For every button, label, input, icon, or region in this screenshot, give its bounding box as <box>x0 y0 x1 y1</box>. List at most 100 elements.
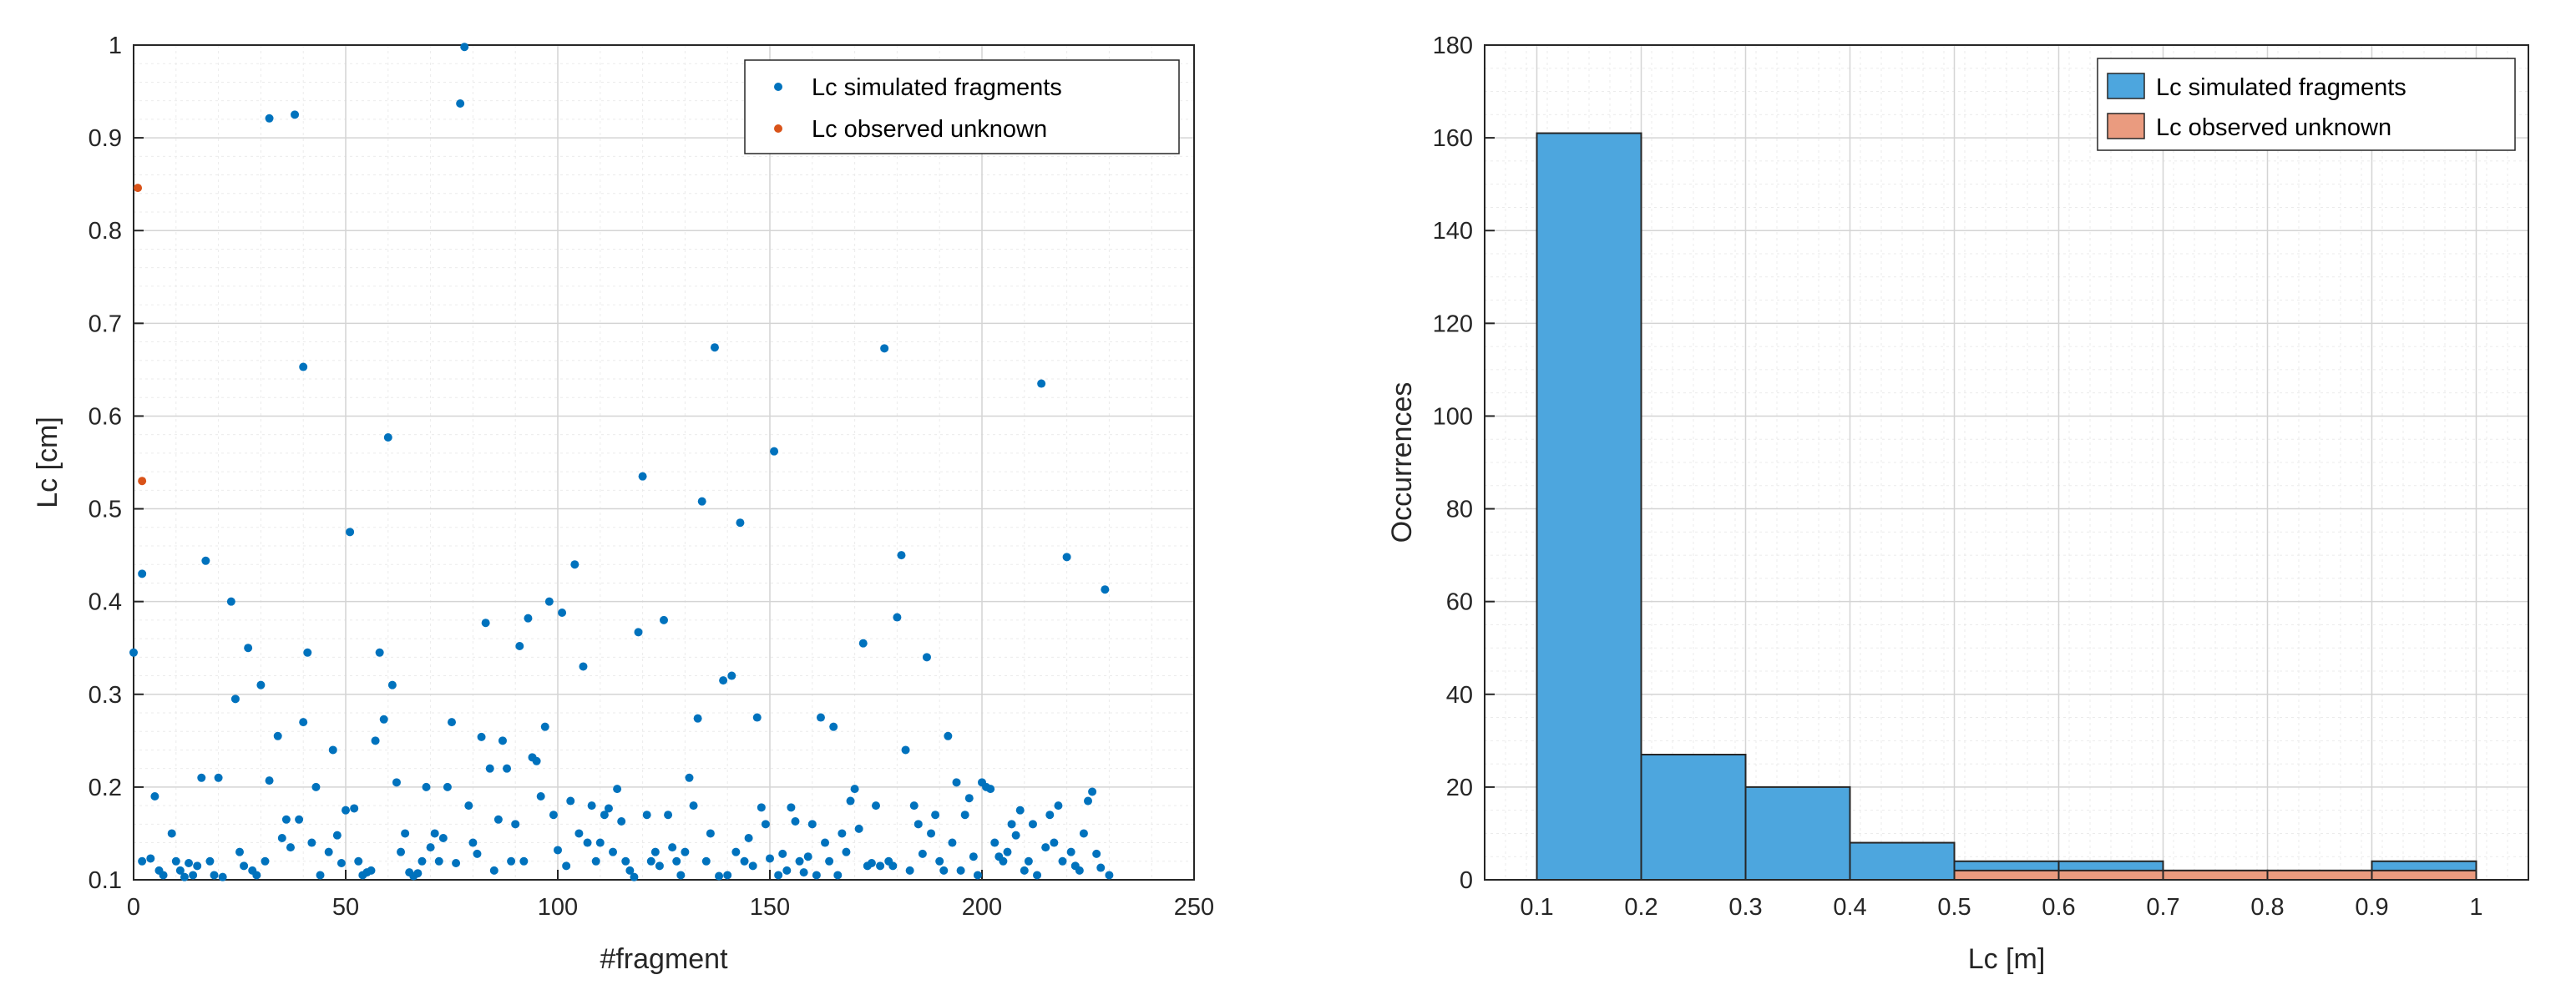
scatter-point-simulated <box>277 834 286 842</box>
scatter-point-simulated <box>532 756 541 765</box>
scatter-point-simulated <box>185 859 194 867</box>
scatter-point-simulated <box>778 849 787 858</box>
histogram-bar-observed <box>2266 869 2373 881</box>
scatter-point-simulated <box>273 731 282 740</box>
scatter-point-simulated <box>731 847 741 856</box>
histogram-chart: 0.1 0.2 0.3 0.4 0.5 0.6 0.7 0.8 0.9 1 0 20 40 60 80 100… <box>1386 33 2529 975</box>
scatter-point-simulated <box>604 804 613 813</box>
scatter-point-simulated <box>524 614 533 623</box>
scatter-point-simulated <box>180 872 189 881</box>
histogram-y-tick-label: 40 <box>1446 682 1473 709</box>
scatter-point-simulated <box>634 628 643 637</box>
scatter-point-simulated <box>986 785 995 794</box>
scatter-point-simulated <box>825 856 834 866</box>
scatter-point-simulated <box>189 871 198 880</box>
scatter-point-simulated <box>1079 829 1088 838</box>
scatter-point-simulated <box>175 866 185 875</box>
scatter-point-simulated <box>430 829 439 838</box>
scatter-point-simulated <box>261 856 270 866</box>
scatter-point-simulated <box>210 871 219 880</box>
histogram-x-tick-label: 0.5 <box>1937 894 1971 921</box>
scatter-point-simulated <box>770 447 779 456</box>
scatter-point-simulated <box>901 745 910 755</box>
scatter-point-simulated <box>676 871 686 880</box>
scatter-point-simulated <box>867 859 876 867</box>
scatter-point-simulated <box>803 852 812 861</box>
scatter-point-simulated <box>956 866 965 875</box>
scatter-point-simulated <box>748 861 757 871</box>
histogram-ticks: 0.1 0.2 0.3 0.4 0.5 0.6 0.7 0.8 0.9 1 0 20 40 60 80 100… <box>1433 33 2483 921</box>
scatter-point-simulated <box>807 820 817 829</box>
scatter-point-simulated <box>375 648 384 657</box>
scatter-point-simulated <box>1058 856 1067 866</box>
histogram-x-tick-label: 0.8 <box>2250 894 2284 921</box>
scatter-point-simulated <box>558 609 567 617</box>
scatter-point-simulated <box>422 782 431 791</box>
scatter-point-simulated <box>1075 866 1084 875</box>
scatter-point-simulated <box>1041 843 1050 852</box>
scatter-point-simulated <box>286 843 295 852</box>
scatter-point-simulated <box>307 838 316 847</box>
scatter-point-simulated <box>1033 871 1042 880</box>
scatter-point-simulated <box>554 846 562 855</box>
scatter-point-simulated <box>727 671 736 680</box>
scatter-point-simulated <box>842 847 851 856</box>
scatter-y-tick-label: 0.1 <box>89 867 122 894</box>
scatter-point-simulated <box>328 745 337 755</box>
scatter-point-simulated <box>311 782 321 791</box>
scatter-point-simulated <box>660 615 668 624</box>
scatter-point-simulated <box>493 815 503 824</box>
scatter-point-simulated <box>706 829 715 838</box>
scatter-point-simulated <box>719 676 728 685</box>
scatter-y-tick-label: 0.9 <box>89 125 122 152</box>
histogram-y-tick-label: 80 <box>1446 497 1473 523</box>
scatter-point-simulated <box>846 796 855 806</box>
scatter-point-simulated <box>443 782 452 791</box>
histogram-y-tick-label: 140 <box>1433 218 1473 245</box>
scatter-point-simulated <box>549 811 558 820</box>
scatter-point-simulated <box>401 829 410 838</box>
scatter-point-simulated <box>710 343 719 352</box>
scatter-point-simulated <box>935 856 944 866</box>
scatter-point-observed <box>138 477 147 486</box>
scatter-point-simulated <box>171 856 180 866</box>
histogram-x-axis-label: Lc [m] <box>1968 943 2046 975</box>
scatter-point-simulated <box>489 866 498 875</box>
histogram-x-tick-label: 0.1 <box>1520 894 1553 921</box>
scatter-point-simulated <box>193 861 202 871</box>
scatter-point-simulated <box>613 785 622 794</box>
scatter-point-simulated <box>964 794 974 803</box>
scatter-point-simulated <box>214 773 223 782</box>
scatter-point-simulated <box>795 856 804 866</box>
scatter-point-simulated <box>473 849 482 858</box>
scatter-point-simulated <box>146 854 155 863</box>
scatter-point-simulated <box>397 847 406 856</box>
scatter-point-simulated <box>150 792 159 801</box>
histogram-x-tick-label: 0.4 <box>1833 894 1866 921</box>
scatter-point-simulated <box>944 731 953 740</box>
histogram-x-tick-label: 0.3 <box>1728 894 1762 921</box>
scatter-point-simulated <box>689 801 698 811</box>
scatter-point-simulated <box>617 817 626 826</box>
scatter-point-simulated <box>485 764 494 773</box>
scatter-point-simulated <box>413 869 423 878</box>
scatter-point-simulated <box>379 715 388 724</box>
scatter-point-simulated <box>888 861 898 871</box>
scatter-x-tick-label: 0 <box>127 894 140 921</box>
scatter-point-simulated <box>226 597 235 606</box>
scatter-point-simulated <box>218 872 227 881</box>
scatter-y-tick-label: 0.3 <box>89 682 122 709</box>
scatter-point-simulated <box>235 847 244 856</box>
scatter-point-simulated <box>838 829 847 838</box>
scatter-point-simulated <box>511 820 520 829</box>
scatter-point-simulated <box>468 838 478 847</box>
scatter-point-simulated <box>540 722 549 731</box>
scatter-point-simulated <box>948 838 957 847</box>
scatter-legend-label-simulated: Lc simulated fragments <box>812 74 1062 101</box>
scatter-point-simulated <box>1101 585 1110 594</box>
scatter-point-simulated <box>931 811 940 820</box>
scatter-point-simulated <box>791 817 800 826</box>
scatter-point-simulated <box>701 856 711 866</box>
scatter-point-simulated <box>833 871 843 880</box>
scatter-point-simulated <box>205 856 215 866</box>
